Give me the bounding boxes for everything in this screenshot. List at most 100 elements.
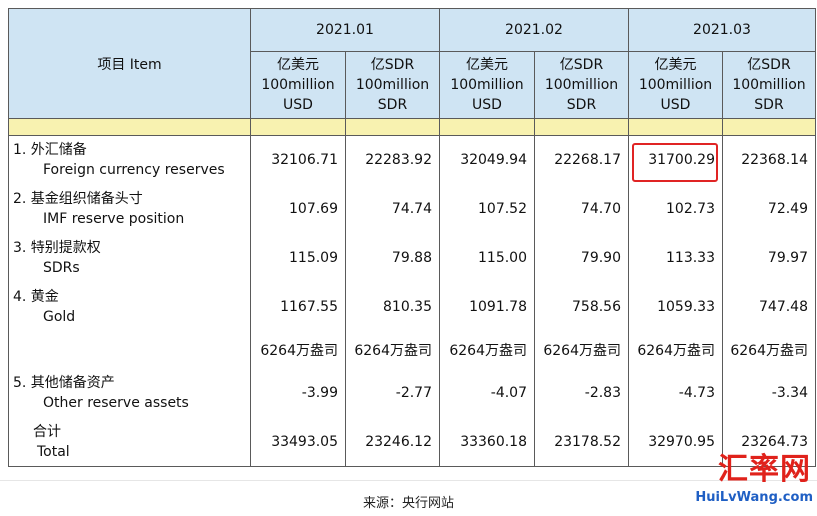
unit-line: 亿美元: [277, 57, 319, 73]
unit-line: 100million: [450, 77, 524, 93]
band-cell: [439, 118, 535, 136]
value-cell: 115.00: [439, 233, 535, 283]
unit-usd-header: 亿美元 100million USD: [439, 51, 535, 119]
unit-usd-header: 亿美元 100million USD: [250, 51, 346, 119]
item-name-en: Total: [37, 443, 70, 460]
table-row: 4. 黄金 Gold 1167.55 810.35 1091.78 758.56 1059.…: [8, 282, 816, 332]
band-row: [8, 118, 816, 136]
value-cell: -3.99: [250, 368, 346, 418]
unit-sdr-header: 亿SDR 100million SDR: [345, 51, 440, 119]
value-cell: 113.33: [628, 233, 723, 283]
table-row: 1. 外汇储备 Foreign currency reserves 32106.71…: [8, 135, 816, 185]
value-cell: 79.90: [534, 233, 629, 283]
unit-line: 亿SDR: [370, 57, 415, 73]
unit-line: SDR: [377, 97, 408, 113]
divider: [0, 480, 817, 481]
value-cell: 32970.95: [628, 417, 723, 467]
band-cell: [628, 118, 723, 136]
unit-line: 100million: [544, 77, 619, 93]
item-name-cell: 合计 Total: [8, 417, 251, 467]
value-cell: 22268.17: [534, 135, 629, 185]
source-caption: 来源：央行网站: [362, 496, 454, 511]
value-cell: 72.49: [722, 184, 816, 234]
item-name-en: Gold: [43, 309, 76, 325]
value-cell: 810.35: [345, 282, 440, 332]
item-name-cell: 5. 其他储备资产 Other reserve assets: [8, 368, 251, 418]
table-row: 6264万盎司 6264万盎司 6264万盎司 6264万盎司 6264万盎司 6264万…: [8, 331, 816, 369]
item-name-cell: 3. 特别提款权 SDRs: [8, 233, 251, 283]
unit-line: 亿SDR: [747, 57, 791, 73]
value-cell: 747.48: [722, 282, 816, 332]
unit-line: 100million: [638, 77, 713, 93]
unit-line: 亿美元: [466, 57, 508, 73]
value-cell: 6264万盎司: [250, 331, 346, 369]
value-cell: 6264万盎司: [722, 331, 816, 369]
value-cell: 6264万盎司: [345, 331, 440, 369]
value-cell: 1167.55: [250, 282, 346, 332]
item-name-cell: 2. 基金组织储备头寸 IMF reserve position: [8, 184, 251, 234]
month-header: 2021.03: [628, 8, 816, 52]
value-cell: 6264万盎司: [439, 331, 535, 369]
value-cell: 33360.18: [439, 417, 535, 467]
watermark-logo: 汇率网 HuiLvWang.com: [695, 452, 817, 510]
value-cell: 32049.94: [439, 135, 535, 185]
value-cell: 23246.12: [345, 417, 440, 467]
item-name-cn: 1. 外汇储备: [13, 142, 87, 159]
value-cell: 74.70: [534, 184, 629, 234]
watermark-cn: 汇率网: [718, 452, 811, 487]
unit-line: USD: [660, 97, 691, 113]
value-cell: 79.88: [345, 233, 440, 283]
item-header: 项目 Item: [8, 8, 251, 119]
value-cell: -4.07: [439, 368, 535, 418]
item-name-en: Foreign currency reserves: [43, 162, 225, 179]
unit-sdr-header: 亿SDR 100million SDR: [534, 51, 629, 119]
item-name-en: SDRs: [43, 260, 80, 276]
header-row-months: 项目 Item 2021.01 2021.02 2021.03: [8, 8, 816, 119]
unit-line: SDR: [754, 97, 784, 113]
item-name-cn: 4. 黄金: [13, 289, 59, 305]
item-name-cell: 4. 黄金 Gold: [8, 282, 251, 332]
value-cell: 23264.73: [722, 417, 816, 467]
band-cell: [722, 118, 816, 136]
value-cell: 79.97: [722, 233, 816, 283]
unit-sdr-header: 亿SDR 100million SDR: [722, 51, 816, 119]
value-cell: 33493.05: [250, 417, 346, 467]
table-row: 3. 特别提款权 SDRs 115.09 79.88 115.00 79.90 113.33…: [8, 233, 816, 283]
value-cell: 115.09: [250, 233, 346, 283]
value-cell: 107.52: [439, 184, 535, 234]
unit-line: SDR: [566, 97, 597, 113]
value-cell: 107.69: [250, 184, 346, 234]
value-cell: 23178.52: [534, 417, 629, 467]
header-row-units: 亿美元 100million USD 亿SDR 100million SDR 亿美元 10…: [8, 51, 816, 119]
item-name-cn: 合计: [33, 423, 61, 440]
value-cell: 32106.71: [250, 135, 346, 185]
item-name-cn: 5. 其他储备资产: [13, 375, 115, 391]
value-cell: -4.73: [628, 368, 723, 418]
unit-line: USD: [472, 97, 502, 113]
band-cell: [345, 118, 440, 136]
band-cell: [8, 118, 251, 136]
item-name-en: IMF reserve position: [43, 211, 185, 227]
band-cell: [250, 118, 346, 136]
value-cell: 22368.14: [722, 135, 816, 185]
value-cell: 758.56: [534, 282, 629, 332]
month-header: 2021.01: [250, 8, 440, 52]
value-cell: 102.73: [628, 184, 723, 234]
value-cell: -3.34: [722, 368, 816, 418]
item-name-cell: 1. 外汇储备 Foreign currency reserves: [8, 135, 251, 185]
table-row: 2. 基金组织储备头寸 IMF reserve position 107.69 74.…: [8, 184, 816, 234]
unit-line: 亿美元: [654, 57, 697, 73]
month-header: 2021.02: [439, 8, 629, 52]
unit-line: 100million: [355, 77, 430, 93]
table-body: 1. 外汇储备 Foreign currency reserves 32106.71…: [8, 135, 816, 467]
value-cell: 22283.92: [345, 135, 440, 185]
value-cell: 74.74: [345, 184, 440, 234]
value-cell: 1091.78: [439, 282, 535, 332]
watermark-en: HuiLvWang.com: [695, 490, 813, 505]
unit-line: 100million: [261, 77, 335, 93]
unit-line: USD: [283, 97, 313, 113]
item-name-cell: [8, 331, 251, 369]
item-name-cn: 3. 特别提款权: [13, 240, 101, 256]
band-cell: [534, 118, 629, 136]
highlight-box: [632, 143, 718, 182]
